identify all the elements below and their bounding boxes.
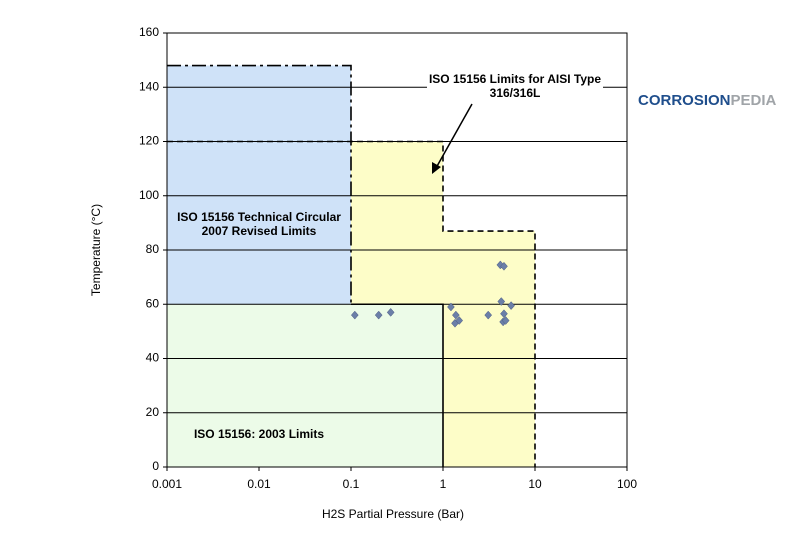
arrow-head — [432, 162, 441, 174]
x-tick-label: 100 — [617, 477, 637, 491]
y-tick-label: 100 — [139, 188, 159, 202]
data-point — [500, 309, 508, 319]
y-tick-label: 0 — [152, 459, 159, 473]
data-point — [374, 310, 383, 320]
annotation-bg — [427, 71, 603, 103]
region — [443, 231, 535, 467]
boundary-line — [167, 140, 536, 467]
y-tick-label: 60 — [146, 296, 160, 310]
annotation: ISO 15156 Limits for AISI Type — [429, 72, 601, 86]
boundary-line — [351, 303, 444, 467]
y-tick-label: 20 — [146, 405, 160, 419]
data-point — [507, 301, 515, 310]
data-point — [447, 302, 455, 312]
data-point — [452, 310, 460, 320]
annotation: ISO 15156: 2003 Limits — [194, 427, 324, 441]
annotation: 2007 Revised Limits — [202, 224, 317, 238]
x-axis-title: H2S Partial Pressure (Bar) — [322, 507, 464, 521]
y-axis-title: Temperature (°C) — [89, 204, 103, 296]
data-point — [350, 310, 359, 320]
region — [167, 65, 351, 305]
brand-part: CORROSION — [638, 92, 731, 109]
data-point — [484, 310, 493, 320]
data-point — [497, 297, 506, 306]
y-tick-label: 120 — [139, 134, 159, 148]
y-tick-label: 140 — [139, 79, 159, 93]
y-tick-label: 40 — [146, 351, 160, 365]
y-tick-label: 80 — [146, 242, 160, 256]
annotation-arrow — [435, 103, 473, 169]
y-tick-label: 160 — [139, 25, 159, 39]
region — [167, 304, 443, 467]
data-point — [501, 316, 510, 325]
boundary-line — [167, 64, 352, 305]
annotation: 316/316L — [490, 86, 541, 100]
data-point — [386, 308, 395, 317]
region — [351, 141, 443, 305]
annotation: ISO 15156 Technical Circular — [177, 210, 341, 224]
x-tick-label: 10 — [528, 477, 542, 491]
data-point — [500, 261, 508, 271]
x-tick-label: 0.01 — [247, 477, 271, 491]
data-point — [455, 316, 464, 325]
x-tick-label: 1 — [440, 477, 447, 491]
x-tick-label: 0.1 — [343, 477, 360, 491]
plot-frame — [166, 32, 628, 468]
brand-part: PEDIA — [731, 92, 777, 109]
brand-logo: CORROSIONPEDIA — [638, 92, 777, 109]
x-tick-label: 0.001 — [152, 477, 182, 491]
